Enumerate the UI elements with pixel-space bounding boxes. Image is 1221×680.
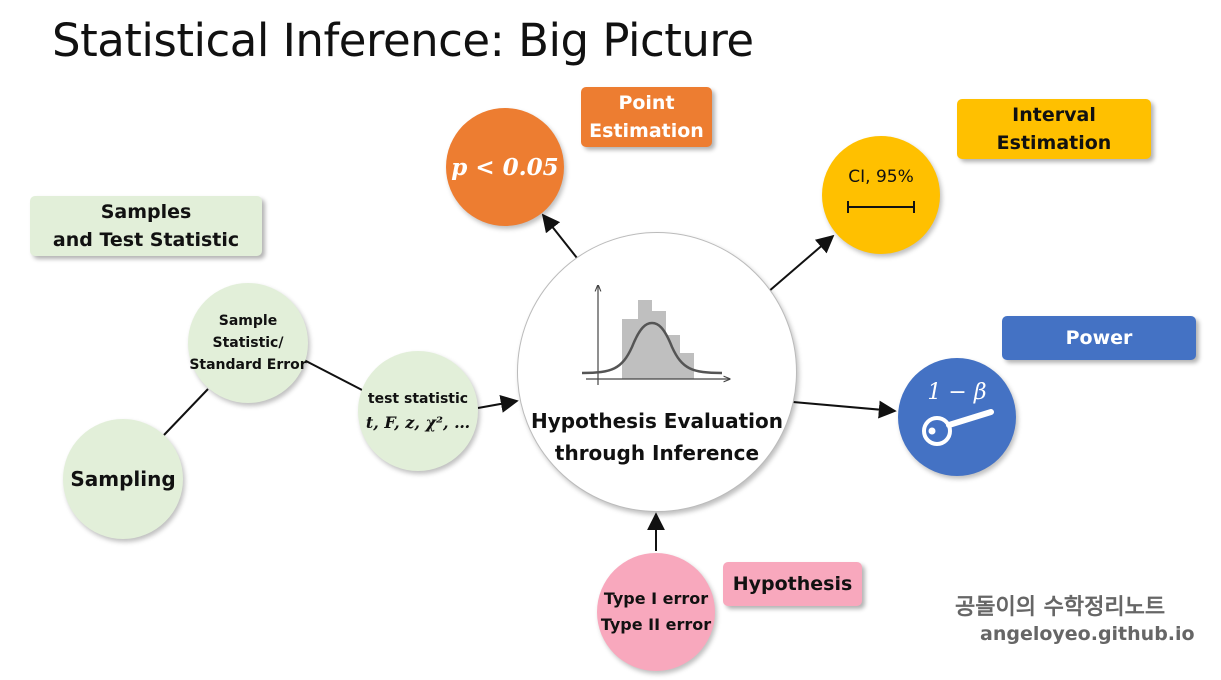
sampling-label: Sampling bbox=[70, 467, 176, 491]
point-label-line2: Estimation bbox=[589, 120, 704, 142]
point-label-line1: Point bbox=[618, 92, 675, 114]
power-node: 1 − β bbox=[898, 358, 1016, 476]
power-label: Power bbox=[1065, 327, 1133, 349]
test-stat-line1: test statistic bbox=[367, 391, 469, 407]
confidence-interval-node: CI, 95% bbox=[822, 136, 940, 254]
ci-label: CI, 95% bbox=[848, 167, 914, 187]
watermark-url: angeloyeo.github.io bbox=[980, 623, 1195, 645]
hypothesis-label: Hypothesis bbox=[732, 573, 853, 595]
sample-stat-line1: Sample bbox=[218, 313, 278, 329]
sample-statistic-node: Sample Statistic/ Standard Error bbox=[188, 283, 308, 403]
type-error-node: Type I error Type II error bbox=[597, 553, 715, 671]
page-title: Statistical Inference: Big Picture bbox=[52, 14, 754, 67]
sample-stat-line2: Statistic/ bbox=[212, 335, 284, 351]
type1-error-label: Type I error bbox=[603, 589, 709, 608]
arrow-center-to-point bbox=[541, 213, 578, 259]
p-value-label: p < 0.05 bbox=[451, 153, 559, 181]
distribution-histogram-icon bbox=[582, 285, 732, 385]
sample-stat-line3: Standard Error bbox=[189, 357, 307, 373]
samples-label-line2: and Test Statistic bbox=[52, 229, 240, 251]
interval-label-line1: Interval bbox=[1012, 104, 1096, 126]
arrow-center-to-power bbox=[792, 400, 897, 419]
type2-error-label: Type II error bbox=[600, 615, 712, 634]
samples-label-box: Samples and Test Statistic bbox=[30, 196, 262, 256]
hypothesis-box: Hypothesis bbox=[723, 562, 862, 606]
interval-label-line2: Estimation bbox=[996, 132, 1112, 154]
watermark-korean: 공돌이의 수학정리노트 bbox=[955, 595, 1166, 620]
arrow-center-to-interval bbox=[767, 234, 835, 293]
arrow-test-stat-to-center bbox=[477, 395, 519, 413]
sampling-node: Sampling bbox=[63, 419, 183, 539]
point-estimation-box: Point Estimation bbox=[581, 87, 712, 147]
center-inference-node: Hypothesis Evaluation through Inference bbox=[517, 232, 797, 512]
interval-bar-icon bbox=[847, 201, 915, 213]
power-box: Power bbox=[1002, 316, 1196, 360]
power-formula: 1 − β bbox=[927, 379, 987, 405]
center-line1: Hypothesis Evaluation bbox=[530, 409, 783, 433]
samples-label-line1: Samples bbox=[100, 201, 192, 223]
p-value-node: p < 0.05 bbox=[446, 108, 564, 226]
line-sample-stat-to-test-stat bbox=[303, 359, 365, 392]
line-sampling-to-sample-stat bbox=[163, 388, 209, 436]
magnifier-icon bbox=[922, 408, 994, 446]
test-statistic-node: test statistic t, F, z, χ², … bbox=[358, 351, 478, 471]
test-stat-line2: t, F, z, χ², … bbox=[365, 413, 471, 432]
center-line2: through Inference bbox=[554, 441, 760, 465]
interval-estimation-box: Interval Estimation bbox=[957, 99, 1151, 159]
